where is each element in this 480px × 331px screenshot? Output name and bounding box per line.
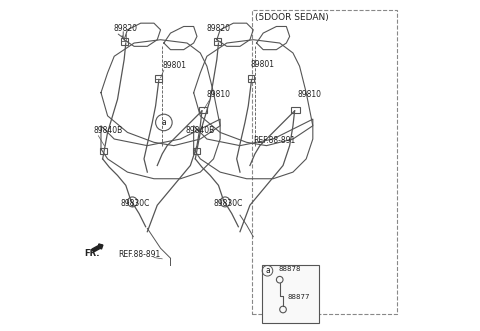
Text: 89810: 89810: [207, 90, 231, 99]
Bar: [121, 38, 129, 45]
FancyArrow shape: [92, 244, 103, 252]
Text: 89840B: 89840B: [94, 126, 123, 135]
Text: REF.88-891: REF.88-891: [118, 250, 160, 259]
Text: 89840B: 89840B: [185, 126, 215, 135]
Text: 89830C: 89830C: [214, 199, 243, 208]
Text: 89810: 89810: [297, 90, 321, 99]
Text: 88878: 88878: [278, 266, 300, 272]
Text: 88877: 88877: [288, 294, 311, 300]
Bar: [291, 107, 300, 113]
Bar: [199, 107, 207, 113]
Text: 89820: 89820: [114, 24, 138, 33]
Text: 89830C: 89830C: [121, 199, 150, 208]
Bar: [100, 148, 107, 154]
Text: 89801: 89801: [251, 60, 275, 69]
Bar: [248, 75, 254, 82]
Text: REF.88-891: REF.88-891: [253, 136, 296, 145]
Text: 89801: 89801: [162, 61, 186, 70]
Bar: [214, 38, 221, 45]
Text: a: a: [161, 118, 166, 127]
Bar: [155, 75, 162, 82]
Bar: [262, 265, 320, 323]
Text: 89820: 89820: [206, 24, 230, 33]
Bar: [252, 10, 397, 314]
Text: (5DOOR SEDAN): (5DOOR SEDAN): [255, 13, 329, 22]
Text: FR.: FR.: [84, 249, 100, 258]
Bar: [192, 148, 200, 154]
Text: a: a: [265, 266, 270, 275]
